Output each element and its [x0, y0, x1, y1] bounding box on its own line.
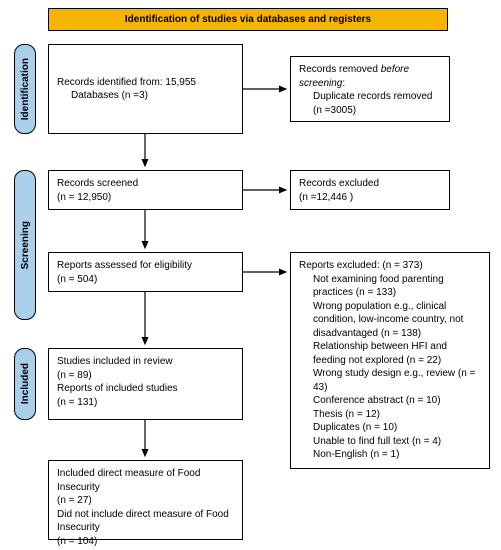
excluded-reports-list: Not examining food parenting practices (…	[299, 273, 481, 462]
assessed-line1: Reports assessed for eligibility	[57, 259, 234, 273]
excluded-reports-item: Non-English (n = 1)	[299, 448, 481, 462]
final-line3: Did not include direct measure of Food I…	[57, 508, 234, 535]
excluded-reports-item: Thesis (n = 12)	[299, 408, 481, 422]
stage-identification: Identification	[14, 44, 36, 134]
box-excluded-reports: Reports excluded: (n = 373) Not examinin…	[290, 252, 490, 469]
stage-included-label: Included	[20, 363, 31, 404]
included-line2: (n = 89)	[57, 369, 234, 383]
box-assessed: Reports assessed for eligibility (n = 50…	[48, 252, 243, 292]
identified-line2: Databases (n =3)	[57, 89, 234, 103]
box-screened: Records screened (n = 12,950)	[48, 170, 243, 210]
box-identified: Records identified from: 15,955 Database…	[48, 44, 243, 134]
box-final: Included direct measure of Food Insecuri…	[48, 460, 243, 540]
screened-line2: (n = 12,950)	[57, 191, 234, 205]
identified-line1: Records identified from: 15,955	[57, 76, 234, 90]
final-line1: Included direct measure of Food Insecuri…	[57, 467, 234, 494]
included-line3: Reports of included studies	[57, 382, 234, 396]
excluded-reports-header: Reports excluded: (n = 373)	[299, 259, 481, 273]
stage-included: Included	[14, 348, 36, 420]
assessed-line2: (n = 504)	[57, 273, 234, 287]
excluded-reports-item: Wrong population e.g., clinical conditio…	[299, 300, 481, 341]
excluded-reports-item: Wrong study design e.g., review (n = 43)	[299, 367, 481, 394]
excluded-reports-item: Relationship between HFI and feeding not…	[299, 340, 481, 367]
excluded-reports-item: Duplicates (n = 10)	[299, 421, 481, 435]
removed-line2: Duplicate records removed (n =3005)	[299, 90, 441, 117]
final-line2: (n = 27)	[57, 494, 234, 508]
box-removed: Records removed before screening: Duplic…	[290, 56, 450, 122]
included-line1: Studies included in review	[57, 355, 234, 369]
box-included: Studies included in review (n = 89) Repo…	[48, 348, 243, 420]
included-line4: (n = 131)	[57, 396, 234, 410]
excluded-screen-line2: (n =12,446 )	[299, 191, 441, 205]
excluded-reports-item: Unable to find full text (n = 4)	[299, 435, 481, 449]
stage-screening: Screening	[14, 170, 36, 320]
excluded-reports-item: Not examining food parenting practices (…	[299, 273, 481, 300]
header-bar: Identification of studies via databases …	[48, 8, 448, 31]
stage-identification-label: Identification	[20, 58, 31, 120]
excluded-screen-line1: Records excluded	[299, 177, 441, 191]
final-line4: (n = 104)	[57, 535, 234, 549]
screened-line1: Records screened	[57, 177, 234, 191]
box-excluded-screen: Records excluded (n =12,446 )	[290, 170, 450, 210]
excluded-reports-item: Conference abstract (n = 10)	[299, 394, 481, 408]
header-title: Identification of studies via databases …	[125, 14, 371, 25]
removed-line1: Records removed before screening:	[299, 63, 441, 90]
stage-screening-label: Screening	[20, 221, 31, 269]
